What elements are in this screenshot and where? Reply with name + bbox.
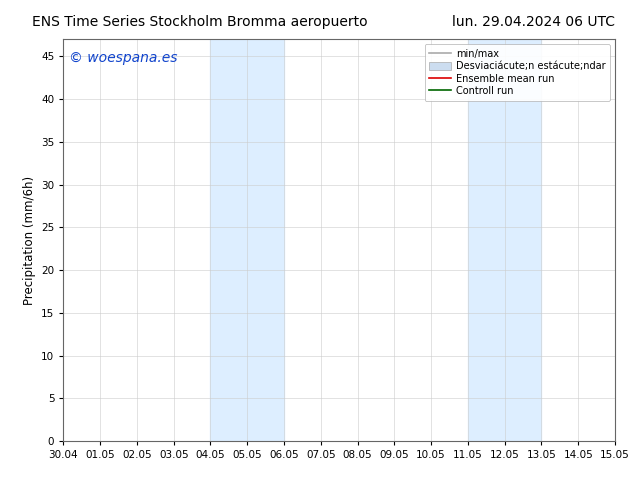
Legend: min/max, Desviaciácute;n estácute;ndar, Ensemble mean run, Controll run: min/max, Desviaciácute;n estácute;ndar, …: [425, 44, 610, 101]
Y-axis label: Precipitation (mm/6h): Precipitation (mm/6h): [23, 175, 36, 305]
Text: ENS Time Series Stockholm Bromma aeropuerto: ENS Time Series Stockholm Bromma aeropue…: [32, 15, 367, 29]
Bar: [468, 39, 541, 441]
Text: © woespana.es: © woespana.es: [69, 51, 178, 65]
Text: lun. 29.04.2024 06 UTC: lun. 29.04.2024 06 UTC: [452, 15, 615, 29]
Bar: [210, 39, 284, 441]
